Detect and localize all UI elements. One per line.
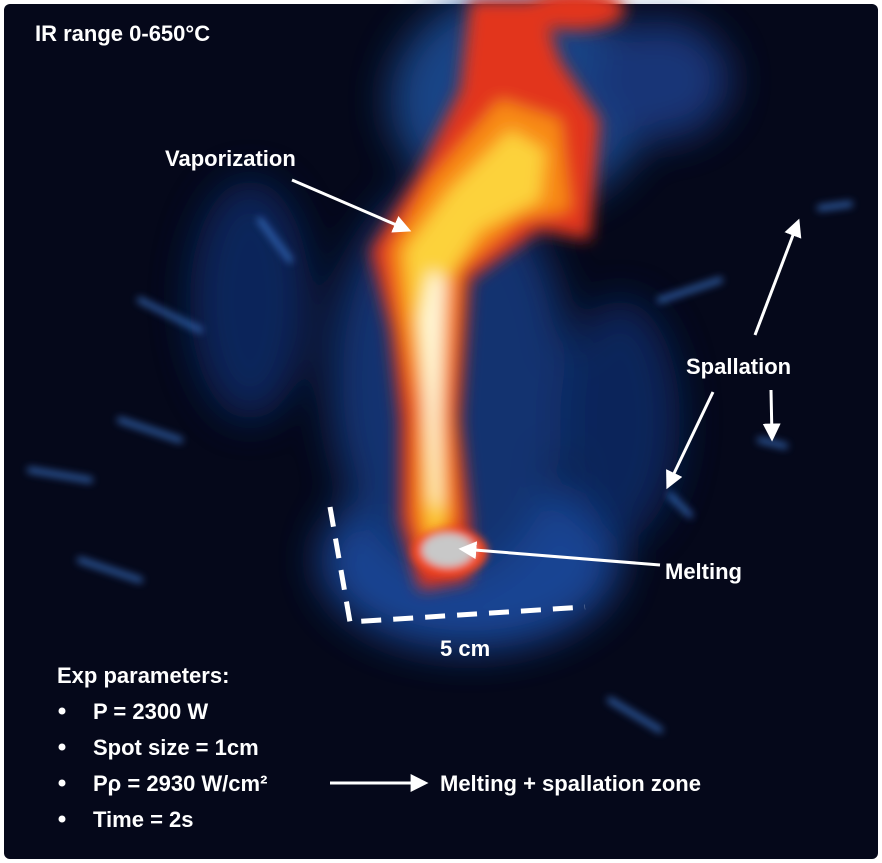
parameter: Spot size = 1cm <box>93 735 259 760</box>
spallation-label: Spallation <box>686 354 791 379</box>
ir-figure: IR range 0-650°C Vaporization Spallation… <box>0 0 882 863</box>
scale-label: 5 cm <box>440 636 490 661</box>
parameter: Pρ = 2930 W/cm² <box>93 771 267 796</box>
parameter: P = 2300 W <box>93 699 208 724</box>
zone-label: Melting + spallation zone <box>440 771 701 796</box>
thermal-image <box>4 0 878 859</box>
parameters-heading: Exp parameters: <box>57 663 229 688</box>
vaporization-label: Vaporization <box>165 146 296 171</box>
melting-label: Melting <box>665 559 742 584</box>
ir-range-title: IR range 0-650°C <box>35 21 210 46</box>
parameter: Time = 2s <box>93 807 194 832</box>
